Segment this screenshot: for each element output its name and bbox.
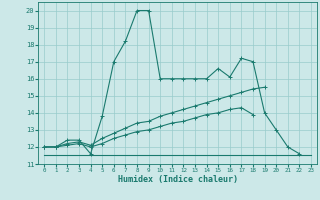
X-axis label: Humidex (Indice chaleur): Humidex (Indice chaleur)	[118, 175, 238, 184]
